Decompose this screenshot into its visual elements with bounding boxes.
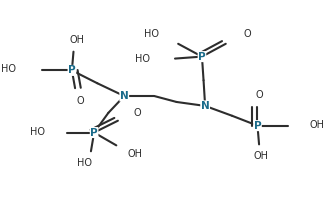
Text: N: N xyxy=(120,91,129,101)
Text: N: N xyxy=(201,101,209,111)
Text: OH: OH xyxy=(310,120,325,130)
Text: OH: OH xyxy=(69,35,84,45)
Text: P: P xyxy=(198,52,206,62)
Text: O: O xyxy=(255,90,263,100)
Text: O: O xyxy=(243,29,251,39)
Text: HO: HO xyxy=(30,127,45,137)
Text: P: P xyxy=(254,121,261,131)
Text: O: O xyxy=(133,108,141,118)
Text: HO: HO xyxy=(135,54,150,64)
Text: HO: HO xyxy=(1,64,16,74)
Text: HO: HO xyxy=(77,158,92,168)
Text: O: O xyxy=(76,96,84,106)
Text: HO: HO xyxy=(144,29,159,39)
Text: OH: OH xyxy=(253,151,268,161)
Text: OH: OH xyxy=(128,149,143,159)
Text: P: P xyxy=(68,65,76,75)
Text: P: P xyxy=(90,128,98,138)
